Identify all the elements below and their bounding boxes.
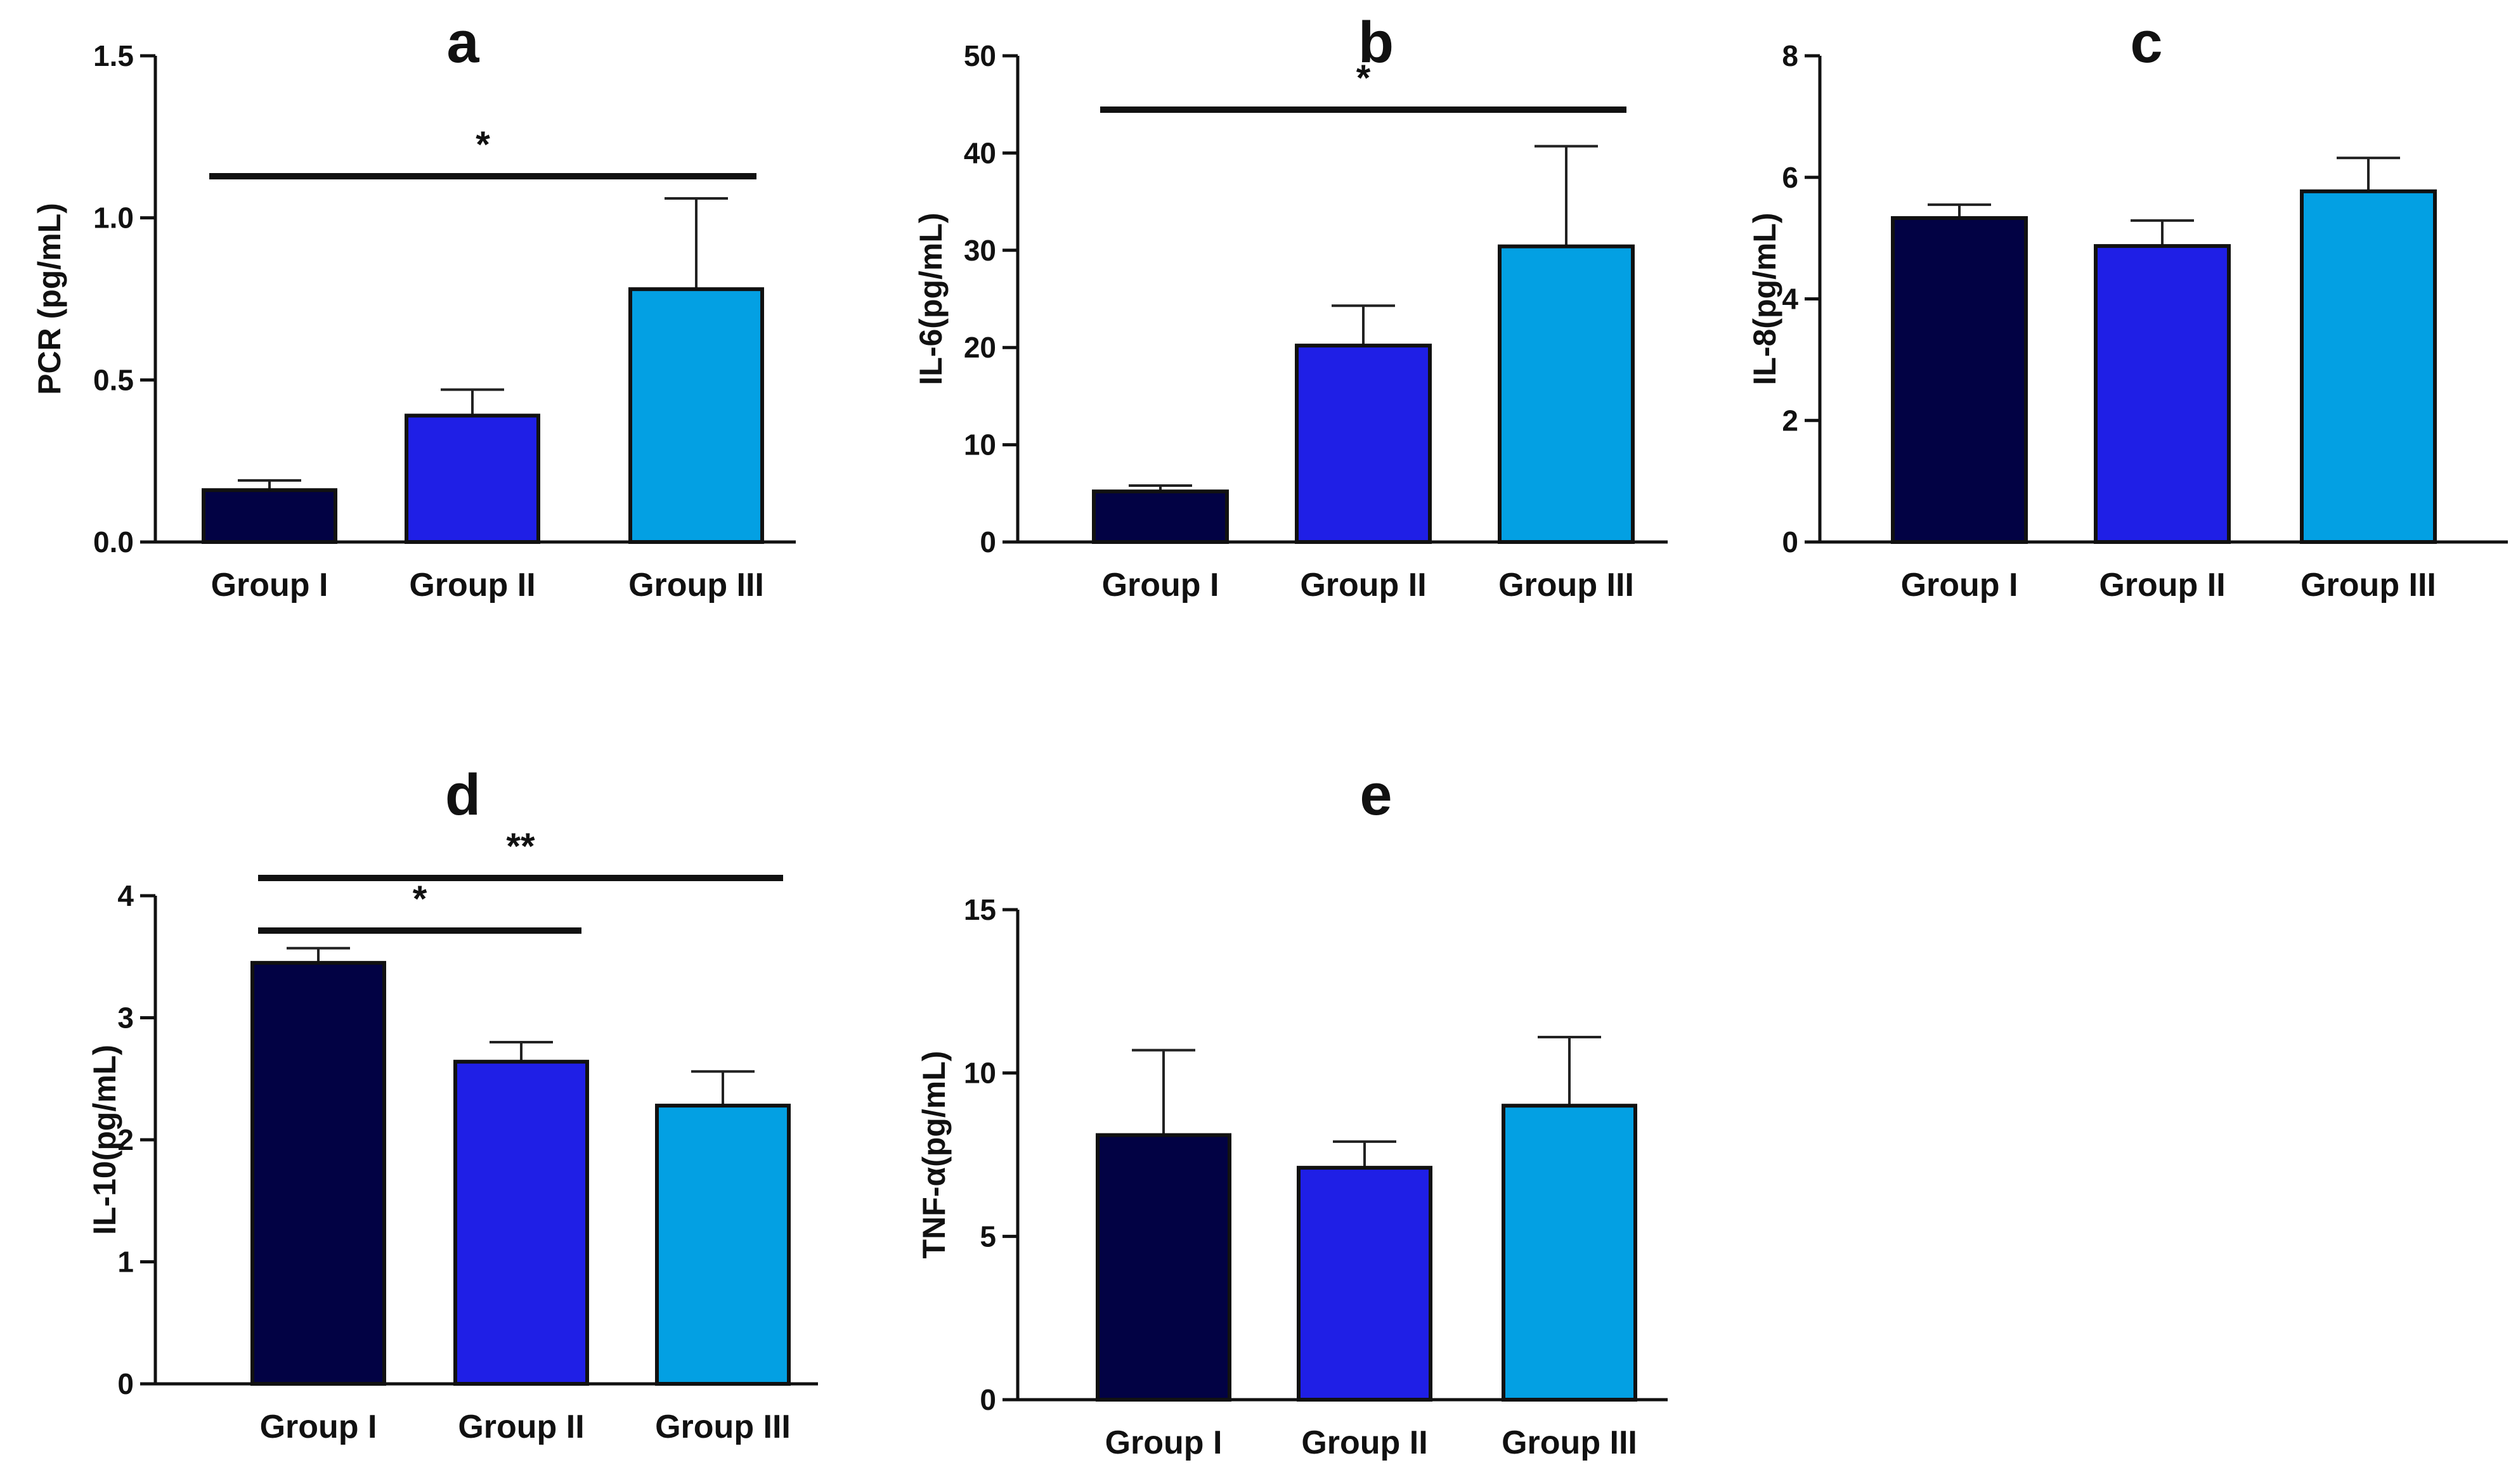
y-axis-title: IL-10(pg/mL) xyxy=(87,1045,122,1235)
y-tick-label: 10 xyxy=(964,429,996,461)
y-tick-label: 0.5 xyxy=(93,363,134,396)
chart-panel-a: Group I Group II Group III 0.0 0.5 1.0 1.5 PCR … xyxy=(32,10,796,603)
y-tick-label: 30 xyxy=(964,234,996,267)
bar-group-i xyxy=(1092,489,1229,544)
y-tick-label: 6 xyxy=(1782,161,1798,194)
y-tick-label: 1.5 xyxy=(93,39,134,72)
panel-title: c xyxy=(2130,10,2162,75)
x-tick-label: Group I xyxy=(260,1409,377,1445)
y-tick-label: 4 xyxy=(1782,283,1798,316)
y-tick-label: 15 xyxy=(964,893,996,926)
panel-title: e xyxy=(1360,763,1392,827)
x-tick-label: Group I xyxy=(1901,567,2018,603)
bar-group-ii xyxy=(2094,244,2231,544)
bar-group-i xyxy=(1096,1133,1231,1402)
x-tick-label: Group II xyxy=(409,567,535,603)
y-tick-label: 0 xyxy=(980,526,996,558)
x-tick-label: Group I xyxy=(211,567,328,603)
y-tick-label: 0 xyxy=(117,1367,134,1400)
bar-group-iii xyxy=(2300,189,2437,544)
y-axis-title: IL-8(pg/mL) xyxy=(1747,212,1782,385)
x-tick-label: Group II xyxy=(2099,567,2225,603)
bar-group-ii xyxy=(1297,1166,1432,1402)
y-tick-label: 8 xyxy=(1782,39,1798,72)
x-tick-label: Group III xyxy=(1502,1424,1637,1461)
bar-group-iii xyxy=(1502,1104,1637,1402)
y-tick-label: 5 xyxy=(980,1220,996,1253)
y-tick-label: 4 xyxy=(117,879,134,912)
x-tick-label: Group II xyxy=(1300,567,1426,603)
x-tick-label: Group III xyxy=(1498,567,1634,603)
y-axis-title: TNF-α(pg/mL) xyxy=(916,1051,952,1259)
x-tick-label: Group I xyxy=(1102,567,1219,603)
bar-group-iii xyxy=(628,287,764,544)
y-tick-label: 50 xyxy=(964,39,996,72)
panel-title: b xyxy=(1358,10,1394,75)
chart-panel-c: Group I Group II Group III 0 2 4 6 8 IL-8(pg/mL)… xyxy=(1747,10,2508,603)
chart-panel-e: Group I Group II Group III 0 5 10 15 TNF-α(pg/m… xyxy=(916,763,1668,1461)
y-tick-label: 1 xyxy=(117,1246,134,1279)
x-tick-label: Group III xyxy=(2301,567,2436,603)
significance-label: * xyxy=(413,879,427,920)
y-tick-label: 1.0 xyxy=(93,202,134,235)
y-tick-label: 0 xyxy=(1782,526,1798,558)
y-tick-label: 20 xyxy=(964,331,996,364)
y-tick-label: 2 xyxy=(1782,404,1798,437)
chart-panel-b: Group I Group II Group III 0 10 20 30 40 50 IL-6(… xyxy=(913,10,1668,603)
panel-title: a xyxy=(446,10,479,75)
y-tick-label: 10 xyxy=(964,1057,996,1090)
bar-group-ii xyxy=(453,1059,589,1386)
y-axis-title: IL-6(pg/mL) xyxy=(913,212,949,385)
chart-panel-d: Group I Group II Group III 0 1 2 3 4 IL-10(pg/mL… xyxy=(87,763,818,1445)
bar-group-i xyxy=(250,960,386,1386)
significance-label: * xyxy=(1356,58,1371,99)
x-tick-label: Group III xyxy=(655,1409,791,1445)
bar-group-iii xyxy=(1498,244,1635,544)
bar-group-i xyxy=(1891,216,2028,544)
x-tick-label: Group II xyxy=(1301,1424,1427,1461)
x-tick-label: Group II xyxy=(458,1409,584,1445)
panel-title: d xyxy=(445,763,481,827)
y-tick-label: 40 xyxy=(964,136,996,169)
y-axis-title: PCR (pg/mL) xyxy=(32,203,67,395)
significance-label: * xyxy=(476,124,490,165)
y-tick-label: 0.0 xyxy=(93,526,134,558)
y-tick-label: 3 xyxy=(117,1002,134,1035)
x-tick-label: Group I xyxy=(1105,1424,1223,1461)
y-tick-label: 0 xyxy=(980,1383,996,1416)
bar-group-ii xyxy=(405,413,540,545)
bar-group-i xyxy=(202,488,337,544)
bar-group-ii xyxy=(1295,344,1432,545)
bar-group-iii xyxy=(655,1104,791,1386)
y-tick-label: 2 xyxy=(117,1123,134,1156)
x-tick-label: Group III xyxy=(628,567,764,603)
significance-label: ** xyxy=(506,826,535,867)
